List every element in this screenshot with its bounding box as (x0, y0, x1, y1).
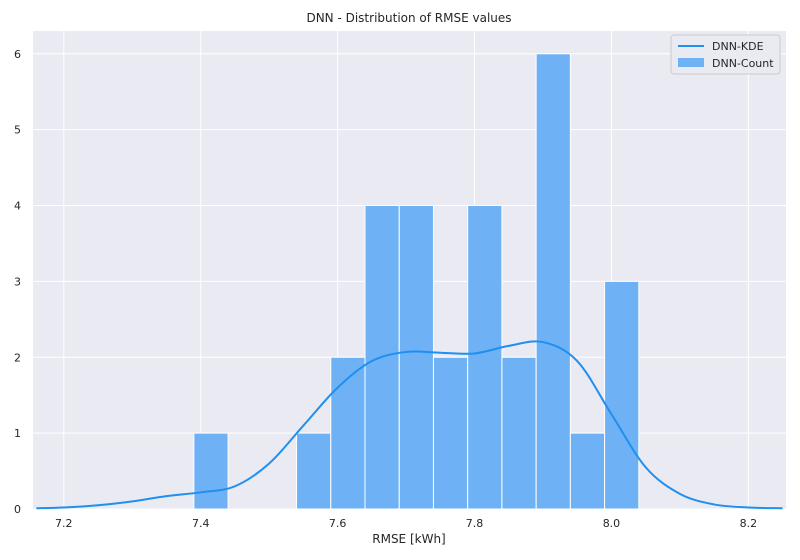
x-tick-label: 7.8 (466, 517, 484, 530)
x-tick-label: 7.2 (55, 517, 73, 530)
histogram-bar (330, 356, 366, 510)
legend-kde-label: DNN-KDE (712, 40, 764, 53)
y-tick-label: 6 (14, 48, 21, 61)
x-axis-title: RMSE [kWh] (372, 532, 446, 546)
legend-count-label: DNN-Count (712, 57, 774, 70)
x-tick-label: 7.4 (192, 517, 210, 530)
y-tick-label: 1 (14, 427, 21, 440)
y-tick-labels: 0 1 2 3 4 5 6 (14, 48, 21, 516)
histogram-bar (398, 205, 434, 510)
x-tick-label: 7.6 (329, 517, 347, 530)
histogram-bar (296, 432, 332, 510)
histogram-bar (604, 280, 640, 510)
histogram-bar (193, 432, 229, 510)
x-tick-label: 8.0 (603, 517, 621, 530)
y-tick-label: 2 (14, 351, 21, 364)
x-tick-labels: 7.2 7.4 7.6 7.8 8.0 8.2 (55, 517, 757, 530)
y-tick-label: 5 (14, 124, 21, 137)
histogram-bar (467, 205, 503, 510)
chart-title: DNN - Distribution of RMSE values (306, 11, 511, 25)
x-tick-label: 8.2 (740, 517, 758, 530)
y-tick-label: 3 (14, 275, 21, 288)
histogram-bar (569, 432, 606, 510)
y-tick-label: 4 (14, 200, 21, 213)
histogram-bar (432, 356, 469, 510)
legend: DNN-KDE DNN-Count (670, 34, 781, 75)
histogram-bar (535, 53, 571, 510)
legend-count-swatch (678, 58, 704, 67)
y-tick-label: 0 (14, 503, 21, 516)
kde-curve (36, 340, 783, 510)
histogram-bar (501, 356, 537, 510)
